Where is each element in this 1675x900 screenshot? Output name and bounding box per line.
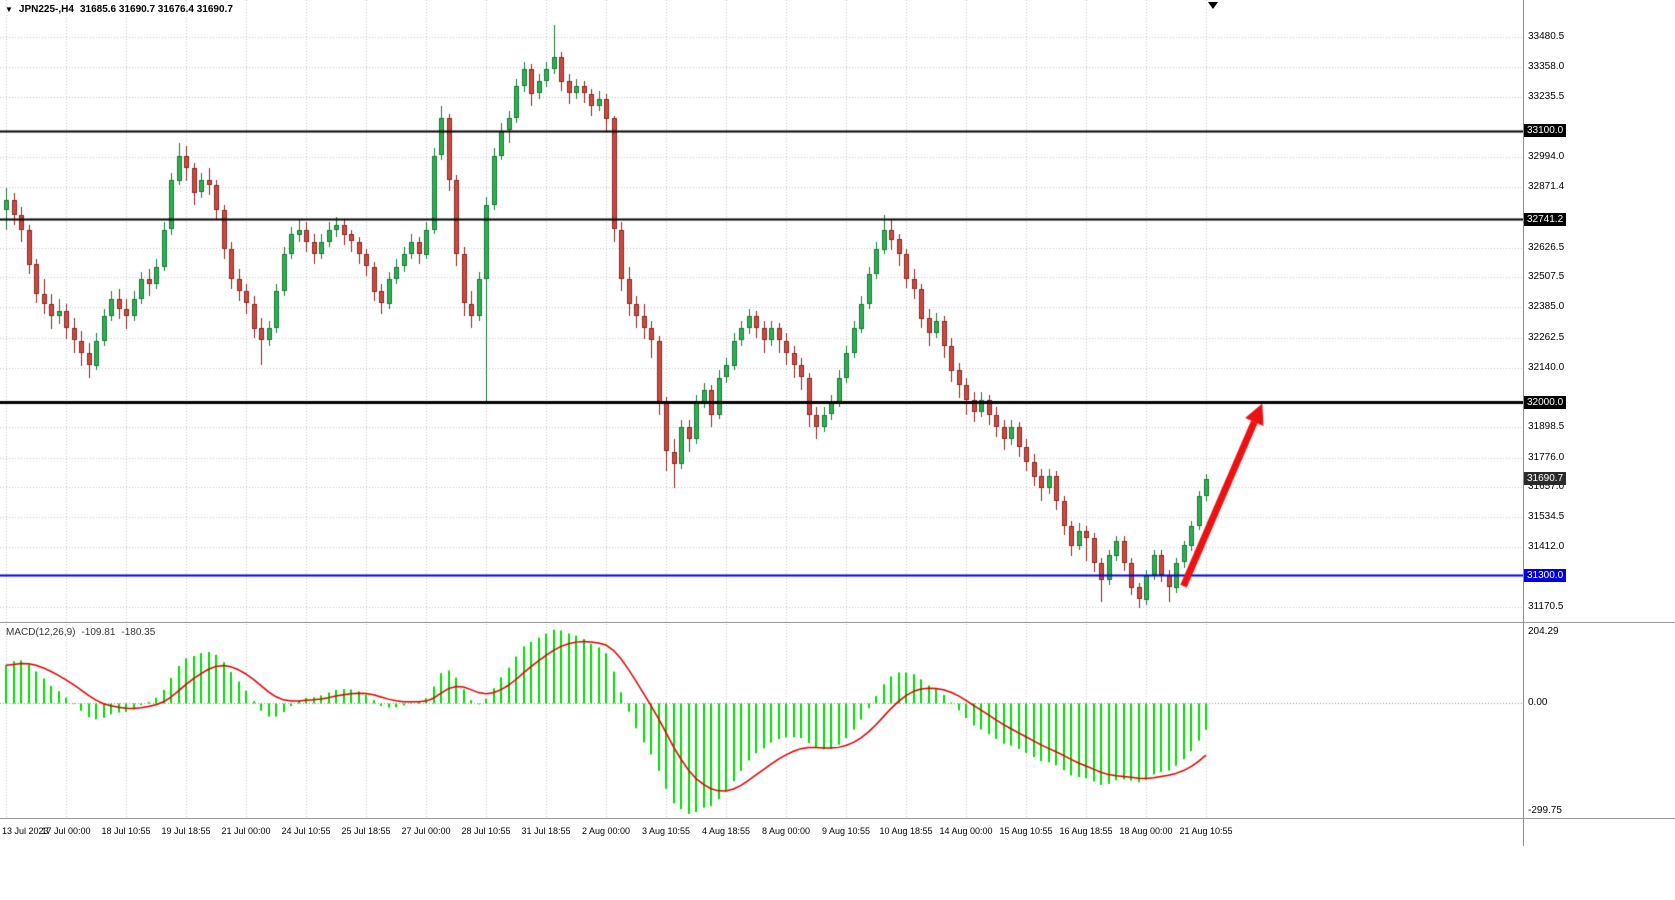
price-tick-label: 33480.5 <box>1528 30 1565 42</box>
macd-main-value: -109.81 <box>81 627 116 638</box>
time-axis-label: 4 Aug 18:55 <box>701 826 751 836</box>
time-axis-label: 13 Jul 2023 <box>2 826 49 836</box>
pane-separator <box>0 818 1675 819</box>
price-line-tag: 33100.0 <box>1524 124 1567 138</box>
price-tick-label: 31657.0 <box>1528 480 1565 492</box>
time-axis-label: 19 Jul 18:55 <box>161 826 211 836</box>
time-axis-label: 18 Jul 10:55 <box>101 826 151 836</box>
pane-separator[interactable] <box>0 622 1675 623</box>
axis-vertical-separator <box>1523 0 1524 846</box>
price-axis[interactable]: 204.29 0.00 -299.75 33480.5 33358.0 33235.… <box>1523 0 1675 846</box>
time-axis-label: 31 Jul 18:55 <box>521 826 571 836</box>
price-tick-label: 32507.5 <box>1528 271 1565 283</box>
time-axis-label: 21 Jul 00:00 <box>221 826 271 836</box>
symbol-name: JPN225-,H4 <box>18 4 74 15</box>
price-tick-label: 33235.5 <box>1528 91 1565 103</box>
time-axis-label: 3 Aug 10:55 <box>641 826 691 836</box>
time-axis-label: 17 Jul 00:00 <box>41 826 91 836</box>
price-tick-label: 31170.5 <box>1528 601 1564 613</box>
price-line-tag: 32741.2 <box>1524 212 1567 226</box>
time-axis-label: 8 Aug 00:00 <box>761 826 811 836</box>
time-axis-label: 21 Aug 10:55 <box>1179 826 1233 836</box>
macd-signal-value: -180.35 <box>121 627 156 638</box>
price-tick-label: 31776.0 <box>1528 451 1565 463</box>
price-tick-label: 32871.4 <box>1528 181 1565 193</box>
time-axis-label: 18 Aug 00:00 <box>1119 826 1173 836</box>
symbol-ohlc-values: 31685.6 31690.7 31676.4 31690.7 <box>79 4 233 15</box>
macd-indicator-canvas[interactable] <box>0 624 1523 818</box>
time-axis-label: 15 Aug 10:55 <box>999 826 1053 836</box>
price-tick-label: 32262.5 <box>1528 331 1565 343</box>
macd-axis-top-label: 204.29 <box>1528 626 1559 637</box>
macd-axis-bottom-label: -299.75 <box>1528 805 1562 816</box>
macd-name: MACD(12,26,9) <box>6 627 76 638</box>
price-line-tag: 32000.0 <box>1524 395 1567 409</box>
price-tick-label: 32140.0 <box>1528 361 1565 373</box>
time-axis-label: 28 Jul 10:55 <box>461 826 511 836</box>
time-axis-label: 24 Jul 10:55 <box>281 826 331 836</box>
price-line-tag: 31690.7 <box>1524 472 1567 486</box>
macd-axis-zero-label: 0.00 <box>1528 696 1548 708</box>
time-axis-label: 2 Aug 00:00 <box>581 826 631 836</box>
time-axis-label: 27 Jul 00:00 <box>401 826 451 836</box>
time-axis-label: 9 Aug 10:55 <box>821 826 871 836</box>
time-axis[interactable]: 13 Jul 2023 17 Jul 00:00 18 Jul 10:55 19 Ju… <box>0 820 1523 846</box>
time-axis-label: 10 Aug 18:55 <box>879 826 933 836</box>
price-line-tag: 31300.0 <box>1524 568 1567 582</box>
symbol-info-bar: ▼ JPN225-,H4 31685.6 31690.7 31676.4 316… <box>5 4 233 15</box>
macd-indicator-label: MACD(12,26,9) -109.81 -180.35 <box>6 627 161 638</box>
price-tick-label: 32385.0 <box>1528 301 1565 313</box>
chart-shift-marker[interactable] <box>1208 2 1218 9</box>
time-axis-label: 14 Aug 00:00 <box>939 826 993 836</box>
price-tick-label: 31898.5 <box>1528 421 1565 433</box>
price-tick-label: 33358.0 <box>1528 61 1565 73</box>
price-tick-label: 31534.5 <box>1528 511 1565 523</box>
symbol-dropdown-icon[interactable]: ▼ <box>5 5 13 14</box>
price-tick-label: 32626.5 <box>1528 241 1565 253</box>
time-axis-label: 16 Aug 18:55 <box>1059 826 1113 836</box>
price-tick-label: 32994.0 <box>1528 150 1565 162</box>
candlestick-chart-canvas[interactable] <box>0 0 1523 622</box>
time-axis-label: 25 Jul 18:55 <box>341 826 391 836</box>
price-tick-label: 31412.0 <box>1528 541 1565 553</box>
